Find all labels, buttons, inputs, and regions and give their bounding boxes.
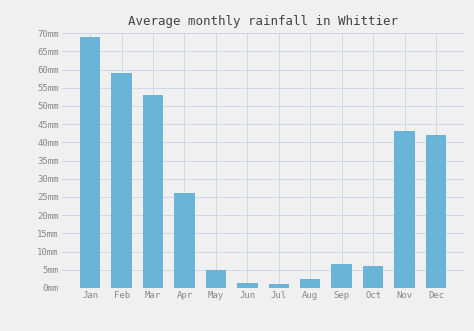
Bar [80, 37, 100, 288]
Bar [206, 270, 226, 288]
Bar [143, 95, 163, 288]
Bar [394, 131, 415, 288]
Title: Average monthly rainfall in Whittier: Average monthly rainfall in Whittier [128, 15, 398, 28]
Bar [331, 264, 352, 288]
Bar [363, 266, 383, 288]
Bar [174, 193, 195, 288]
Bar [300, 279, 320, 288]
Bar [269, 284, 289, 288]
Bar [111, 73, 132, 288]
Bar [237, 282, 257, 288]
Bar [426, 135, 446, 288]
